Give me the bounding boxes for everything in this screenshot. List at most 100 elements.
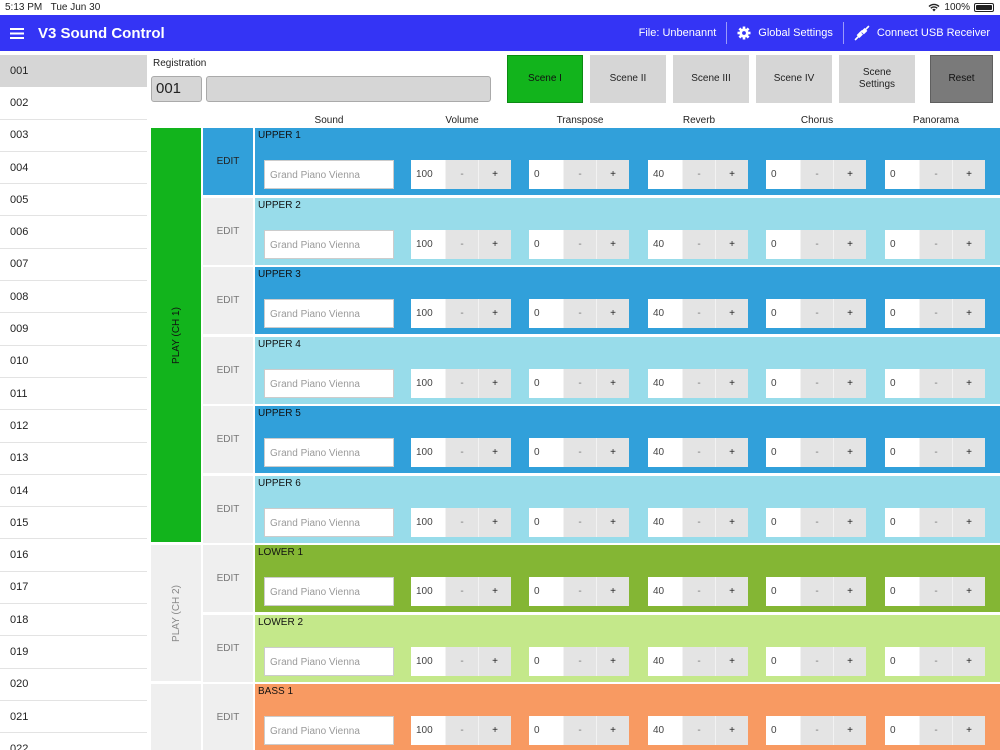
reverb-decrement-button[interactable]: - xyxy=(682,646,715,676)
registration-list-item[interactable]: 022 xyxy=(0,733,147,750)
reverb-value[interactable]: 40 xyxy=(648,438,682,467)
registration-number-field[interactable]: 001 xyxy=(151,76,202,102)
volume-increment-button[interactable]: + xyxy=(478,716,511,745)
transpose-increment-button[interactable]: + xyxy=(596,438,629,467)
edit-button[interactable]: EDIT xyxy=(203,545,253,612)
transpose-increment-button[interactable]: + xyxy=(596,507,629,537)
panorama-value[interactable]: 0 xyxy=(885,299,919,328)
reverb-decrement-button[interactable]: - xyxy=(682,577,715,606)
reverb-increment-button[interactable]: + xyxy=(715,438,748,467)
edit-button[interactable]: EDIT xyxy=(203,336,253,404)
registration-list-item[interactable]: 005 xyxy=(0,184,147,217)
panorama-decrement-button[interactable]: - xyxy=(919,507,952,537)
transpose-value[interactable]: 0 xyxy=(529,368,563,398)
reverb-increment-button[interactable]: + xyxy=(715,229,748,259)
scene-2-button[interactable]: Scene II xyxy=(590,55,666,103)
panorama-increment-button[interactable]: + xyxy=(952,577,985,606)
transpose-decrement-button[interactable]: - xyxy=(563,368,596,398)
chorus-value[interactable]: 0 xyxy=(766,577,800,606)
transpose-decrement-button[interactable]: - xyxy=(563,577,596,606)
volume-increment-button[interactable]: + xyxy=(478,229,511,259)
edit-button[interactable]: EDIT xyxy=(203,197,253,265)
reverb-increment-button[interactable]: + xyxy=(715,507,748,537)
reverb-decrement-button[interactable]: - xyxy=(682,368,715,398)
panorama-increment-button[interactable]: + xyxy=(952,229,985,259)
edit-button[interactable]: EDIT xyxy=(203,128,253,195)
registration-name-field[interactable] xyxy=(206,76,491,102)
transpose-decrement-button[interactable]: - xyxy=(563,229,596,259)
transpose-increment-button[interactable]: + xyxy=(596,716,629,745)
reverb-increment-button[interactable]: + xyxy=(715,160,748,189)
transpose-decrement-button[interactable]: - xyxy=(563,646,596,676)
transpose-value[interactable]: 0 xyxy=(529,716,563,745)
reverb-decrement-button[interactable]: - xyxy=(682,438,715,467)
transpose-value[interactable]: 0 xyxy=(529,577,563,606)
registration-list-item[interactable]: 015 xyxy=(0,507,147,540)
reverb-value[interactable]: 40 xyxy=(648,507,682,537)
panorama-value[interactable]: 0 xyxy=(885,229,919,259)
transpose-increment-button[interactable]: + xyxy=(596,229,629,259)
volume-increment-button[interactable]: + xyxy=(478,438,511,467)
chorus-increment-button[interactable]: + xyxy=(833,160,866,189)
reset-button[interactable]: Reset xyxy=(930,55,993,103)
chorus-decrement-button[interactable]: - xyxy=(800,229,833,259)
chorus-value[interactable]: 0 xyxy=(766,160,800,189)
volume-value[interactable]: 100 xyxy=(411,716,445,745)
edit-button[interactable]: EDIT xyxy=(203,614,253,682)
transpose-increment-button[interactable]: + xyxy=(596,368,629,398)
transpose-decrement-button[interactable]: - xyxy=(563,507,596,537)
chorus-value[interactable]: 0 xyxy=(766,716,800,745)
transpose-value[interactable]: 0 xyxy=(529,160,563,189)
chorus-decrement-button[interactable]: - xyxy=(800,160,833,189)
reverb-decrement-button[interactable]: - xyxy=(682,716,715,745)
edit-button[interactable]: EDIT xyxy=(203,406,253,473)
chorus-decrement-button[interactable]: - xyxy=(800,577,833,606)
transpose-increment-button[interactable]: + xyxy=(596,646,629,676)
play-ch1-toggle[interactable]: PLAY (CH 1) xyxy=(151,128,201,542)
chorus-increment-button[interactable]: + xyxy=(833,438,866,467)
registration-list-item[interactable]: 017 xyxy=(0,572,147,605)
volume-increment-button[interactable]: + xyxy=(478,646,511,676)
volume-decrement-button[interactable]: - xyxy=(445,160,478,189)
volume-value[interactable]: 100 xyxy=(411,160,445,189)
panorama-increment-button[interactable]: + xyxy=(952,716,985,745)
chorus-value[interactable]: 0 xyxy=(766,299,800,328)
registration-list-item[interactable]: 018 xyxy=(0,604,147,637)
reverb-decrement-button[interactable]: - xyxy=(682,229,715,259)
volume-value[interactable]: 100 xyxy=(411,438,445,467)
chorus-decrement-button[interactable]: - xyxy=(800,368,833,398)
panorama-value[interactable]: 0 xyxy=(885,160,919,189)
sound-field[interactable]: Grand Piano Vienna xyxy=(264,507,394,537)
reverb-value[interactable]: 40 xyxy=(648,646,682,676)
chorus-increment-button[interactable]: + xyxy=(833,507,866,537)
edit-button[interactable]: EDIT xyxy=(203,475,253,543)
reverb-value[interactable]: 40 xyxy=(648,577,682,606)
chorus-value[interactable]: 0 xyxy=(766,438,800,467)
panorama-decrement-button[interactable]: - xyxy=(919,646,952,676)
reverb-value[interactable]: 40 xyxy=(648,160,682,189)
chorus-value[interactable]: 0 xyxy=(766,229,800,259)
volume-increment-button[interactable]: + xyxy=(478,160,511,189)
volume-decrement-button[interactable]: - xyxy=(445,438,478,467)
panorama-increment-button[interactable]: + xyxy=(952,368,985,398)
edit-button[interactable]: EDIT xyxy=(203,267,253,334)
registration-list-item[interactable]: 020 xyxy=(0,669,147,701)
volume-decrement-button[interactable]: - xyxy=(445,507,478,537)
edit-button[interactable]: EDIT xyxy=(203,684,253,750)
chorus-value[interactable]: 0 xyxy=(766,368,800,398)
panorama-increment-button[interactable]: + xyxy=(952,507,985,537)
transpose-decrement-button[interactable]: - xyxy=(563,160,596,189)
registration-list-item[interactable]: 007 xyxy=(0,249,147,282)
reverb-value[interactable]: 40 xyxy=(648,229,682,259)
volume-decrement-button[interactable]: - xyxy=(445,577,478,606)
reverb-decrement-button[interactable]: - xyxy=(682,160,715,189)
sound-field[interactable]: Grand Piano Vienna xyxy=(264,577,394,606)
chorus-decrement-button[interactable]: - xyxy=(800,646,833,676)
registration-list-item[interactable]: 008 xyxy=(0,281,147,314)
registration-list-item[interactable]: 004 xyxy=(0,152,147,185)
chorus-decrement-button[interactable]: - xyxy=(800,438,833,467)
volume-value[interactable]: 100 xyxy=(411,368,445,398)
panorama-value[interactable]: 0 xyxy=(885,646,919,676)
panorama-decrement-button[interactable]: - xyxy=(919,299,952,328)
volume-increment-button[interactable]: + xyxy=(478,577,511,606)
